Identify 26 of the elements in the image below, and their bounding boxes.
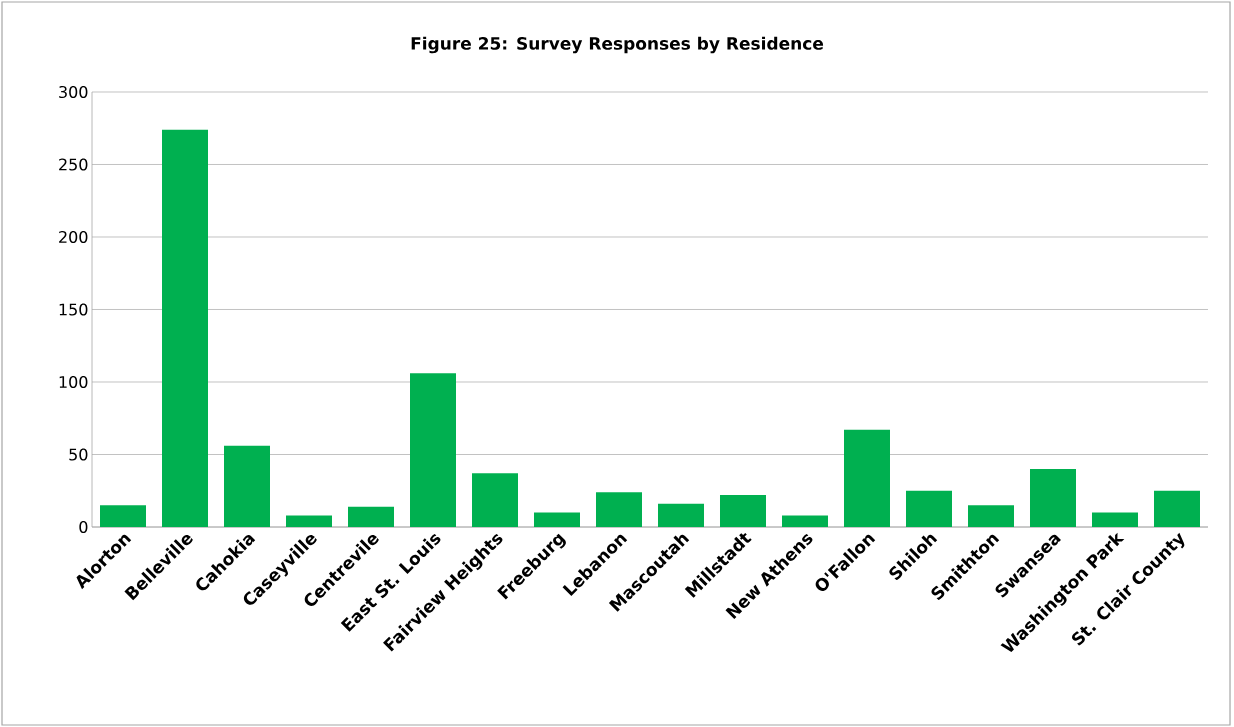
bar [596, 492, 642, 527]
bar [162, 129, 208, 527]
y-tick-label: 0 [79, 520, 88, 534]
bar [348, 506, 394, 527]
y-tick-label: 250 [59, 158, 88, 171]
bar [720, 495, 766, 527]
y-tick-label: 300 [59, 85, 88, 99]
bar [286, 515, 332, 527]
bar [968, 505, 1014, 527]
bar [658, 503, 704, 527]
chart-title: Figure 25: Survey Responses by Residence [411, 36, 824, 54]
y-tick-label: 200 [59, 230, 88, 244]
bar [1092, 512, 1138, 527]
bar [1030, 469, 1076, 527]
bar [224, 445, 270, 527]
bar [410, 373, 456, 527]
bar [100, 505, 146, 527]
bar [534, 512, 580, 527]
bar [1154, 490, 1200, 527]
y-tick-label: 150 [59, 303, 88, 316]
bar [844, 429, 890, 527]
bar [472, 473, 518, 527]
bar [906, 490, 952, 527]
bar [782, 515, 828, 527]
y-tick-label: 50 [69, 448, 88, 461]
y-tick-label: 100 [59, 375, 88, 389]
